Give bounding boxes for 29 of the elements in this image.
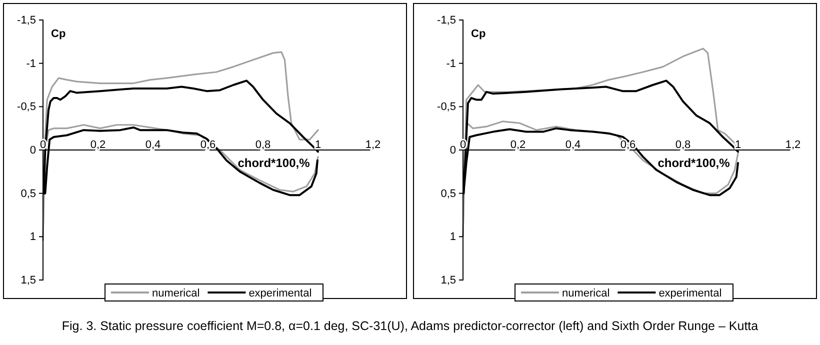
y-tick-label: 1,5 <box>440 274 456 287</box>
x-tick-label: 0,2 <box>90 139 106 152</box>
y-tick-label: 1 <box>30 231 36 244</box>
y-tick-label: -1,5 <box>17 14 36 27</box>
x-axis-title: chord*100,% <box>238 156 310 170</box>
legend-label: numerical <box>562 288 610 300</box>
legend-label: experimental <box>658 288 722 300</box>
y-tick-label: 1,5 <box>20 274 36 287</box>
y-tick-label: -1 <box>446 58 456 70</box>
y-tick-label: 1 <box>450 231 456 244</box>
legend-label: numerical <box>152 288 200 300</box>
x-tick-label: 1,2 <box>785 139 801 152</box>
x-tick-label: 0,4 <box>145 139 161 152</box>
y-tick-label: -0,5 <box>17 101 36 114</box>
y-tick-label: 0,5 <box>20 188 36 200</box>
x-tick-label: 0,8 <box>255 139 271 152</box>
x-tick-label: 0,4 <box>565 139 581 152</box>
y-tick-label: -1 <box>26 58 36 70</box>
y-tick-label: -0,5 <box>437 101 456 114</box>
x-axis-title: chord*100,% <box>658 156 730 170</box>
legend-label: experimental <box>248 288 312 300</box>
y-tick-label: 0,5 <box>440 188 456 200</box>
caption: Fig. 3. Static pressure coefficient M=0.8, α=0.1 deg, SC-31(U), Adams predictor-corrector (left) and Sixth Order Runge – Kutta <box>62 319 758 333</box>
y-axis-title: Cp <box>471 28 486 40</box>
y-tick-label: -1,5 <box>437 14 456 27</box>
y-axis-title: Cp <box>51 28 66 40</box>
x-tick-label: 1,2 <box>365 139 381 152</box>
x-tick-label: 0,2 <box>510 139 526 152</box>
x-tick-label: 0,8 <box>675 139 691 152</box>
